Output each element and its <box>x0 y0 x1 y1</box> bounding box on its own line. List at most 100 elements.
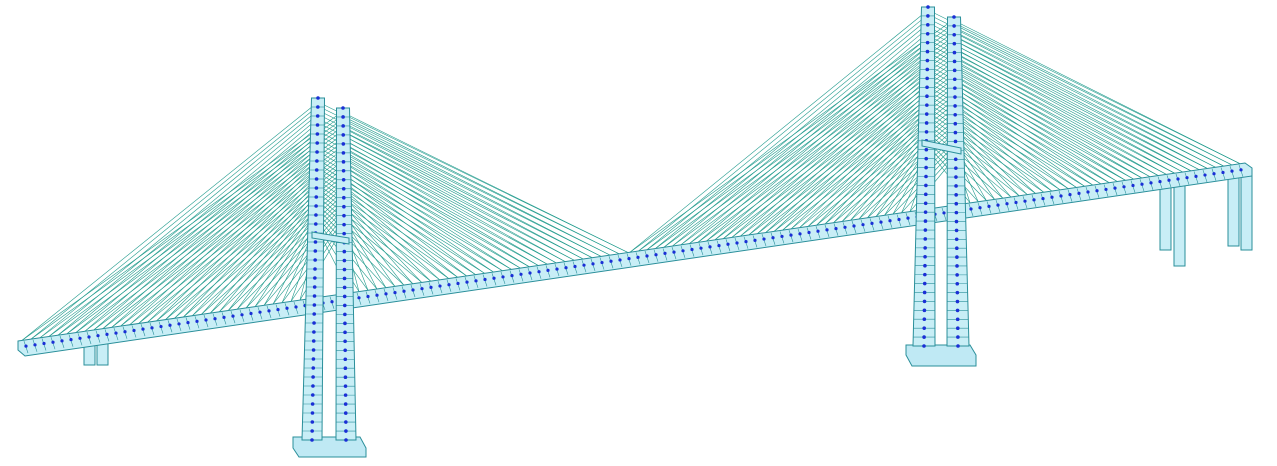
cable <box>84 138 343 332</box>
cable <box>341 168 494 273</box>
node <box>555 267 559 271</box>
cable <box>952 78 1118 182</box>
node <box>341 133 346 137</box>
node <box>952 15 956 19</box>
node <box>314 177 319 181</box>
cable <box>740 68 929 237</box>
node <box>954 210 959 215</box>
cable <box>317 109 611 256</box>
node <box>955 281 960 286</box>
cable <box>927 13 1232 166</box>
node <box>123 330 127 334</box>
cable <box>129 157 343 326</box>
node <box>924 147 929 152</box>
node <box>186 321 190 325</box>
cable <box>341 203 413 284</box>
cross-beam <box>921 139 962 155</box>
node <box>953 157 958 162</box>
cable <box>341 176 476 275</box>
node <box>312 330 316 334</box>
cable <box>341 187 449 279</box>
node <box>204 318 208 322</box>
node <box>51 340 55 344</box>
node <box>1032 198 1036 202</box>
cable <box>867 138 954 218</box>
node <box>231 314 235 318</box>
node <box>312 312 317 316</box>
node <box>924 112 929 116</box>
node <box>663 251 667 256</box>
node <box>258 310 262 314</box>
node <box>195 319 199 323</box>
node <box>922 290 927 295</box>
node <box>924 121 929 125</box>
node <box>843 225 847 229</box>
node <box>344 420 348 424</box>
node <box>312 294 317 298</box>
node <box>341 160 346 164</box>
node <box>996 203 1000 207</box>
node <box>341 142 346 146</box>
cable <box>341 157 521 269</box>
node <box>249 311 253 316</box>
node <box>342 276 347 281</box>
node <box>105 332 109 336</box>
node <box>654 253 658 257</box>
node <box>342 222 346 227</box>
cable <box>952 47 1183 173</box>
node <box>447 283 451 287</box>
node <box>341 151 346 155</box>
node <box>132 328 136 333</box>
node <box>1104 187 1108 192</box>
node <box>978 206 982 210</box>
node <box>1167 178 1171 182</box>
node <box>310 393 315 397</box>
cable <box>952 35 1208 169</box>
node <box>735 241 739 245</box>
node <box>240 313 244 317</box>
node <box>311 348 316 352</box>
cable <box>740 74 954 237</box>
node <box>924 165 928 170</box>
cable <box>341 134 575 261</box>
node <box>402 289 406 293</box>
cable <box>66 122 319 335</box>
node <box>955 299 960 304</box>
node <box>1023 199 1027 203</box>
node <box>923 263 927 268</box>
node <box>343 402 348 406</box>
node <box>341 115 345 119</box>
node <box>313 249 318 253</box>
node <box>923 192 928 197</box>
node <box>952 24 956 28</box>
cable <box>39 119 343 339</box>
node <box>42 341 46 346</box>
node <box>923 201 928 206</box>
node <box>114 331 118 335</box>
footing-right <box>905 344 977 367</box>
node <box>582 263 586 267</box>
cable <box>138 155 319 324</box>
node <box>315 114 320 118</box>
cable <box>748 73 929 236</box>
node <box>519 272 523 276</box>
node <box>924 183 928 188</box>
node <box>952 32 957 37</box>
node <box>342 195 346 200</box>
node <box>429 285 433 289</box>
cable <box>782 91 929 231</box>
cable <box>927 43 1175 174</box>
cable <box>219 192 319 312</box>
cable <box>723 66 954 239</box>
cable <box>952 106 1061 191</box>
cable <box>254 210 343 307</box>
cable <box>927 124 1020 196</box>
deck <box>17 162 1253 357</box>
cable <box>341 172 485 274</box>
pier <box>1227 175 1240 247</box>
node <box>341 106 345 110</box>
cable <box>952 19 1241 164</box>
node <box>925 49 930 54</box>
node <box>924 174 928 179</box>
node <box>906 216 910 220</box>
